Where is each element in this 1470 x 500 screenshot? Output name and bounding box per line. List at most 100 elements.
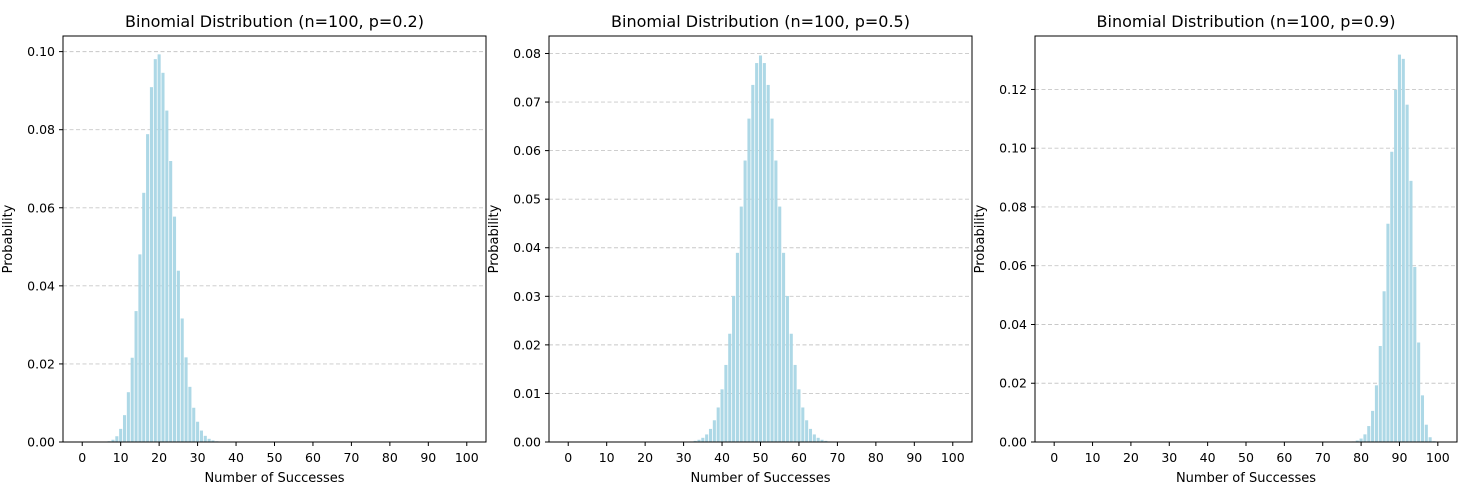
x-axis-label: Number of Successes: [1176, 471, 1316, 486]
y-tick-label: 0.06: [999, 258, 1027, 273]
y-tick-label: 0.03: [513, 289, 541, 304]
x-tick-label: 10: [1085, 450, 1101, 465]
bar-k-34: [697, 439, 701, 442]
chart-title: Binomial Distribution (n=100, p=0.2): [125, 12, 424, 31]
chart-title: Binomial Distribution (n=100, p=0.9): [1097, 12, 1396, 31]
bar-k-43: [732, 295, 736, 442]
bar-k-53: [770, 118, 774, 442]
bar-k-14: [134, 311, 138, 442]
chart-panel-1: 0 10 20 30 40 50 60 70 80 90 100 0.00 0.02 0.04 0.06 0.…: [1, 12, 487, 486]
x-tick-label: 40: [228, 450, 244, 465]
x-tick-label: 100: [1426, 450, 1450, 465]
bar-k-11: [122, 415, 127, 442]
y-tick-label: 0.00: [513, 435, 541, 450]
x-tick-label: 50: [1238, 450, 1254, 465]
bar-k-94: [1413, 266, 1417, 442]
bar-k-35: [701, 437, 705, 442]
y-tick-label: 0.01: [513, 386, 541, 401]
y-tick-label: 0.07: [513, 95, 541, 110]
x-tick-label: 0: [1050, 450, 1058, 465]
y-tick-label: 0.08: [513, 46, 541, 61]
bar-k-51: [762, 63, 766, 442]
bar-k-86: [1382, 291, 1386, 442]
bar-k-83: [1371, 410, 1375, 442]
bar-k-10: [119, 428, 123, 442]
y-axis-label: Probability: [973, 204, 988, 273]
bar-k-16: [142, 192, 146, 442]
y-tick-label: 0.00: [27, 435, 55, 450]
bar-k-27: [184, 357, 188, 442]
bar-k-84: [1374, 385, 1378, 442]
bar-k-12: [126, 392, 130, 442]
chart-panel-3: 0 10 20 30 40 50 60 70 80 90 100 0.00 0.02 0.04 0.06 0.…: [973, 12, 1458, 486]
x-tick-label: 40: [1200, 450, 1216, 465]
x-tick-label: 80: [382, 450, 398, 465]
bar-k-38: [712, 420, 716, 442]
x-tick-label: 10: [599, 450, 615, 465]
bar-k-63: [808, 428, 813, 442]
y-tick-label: 0.06: [27, 200, 55, 215]
y-tick-label: 0.08: [999, 199, 1027, 214]
x-tick-label: 60: [305, 450, 321, 465]
y-tick-label: 0.04: [513, 240, 541, 255]
bar-k-61: [801, 407, 805, 442]
bar-k-58: [789, 333, 793, 442]
x-tick-label: 90: [906, 450, 922, 465]
x-axis-label: Number of Successes: [204, 471, 344, 486]
bar-k-19: [153, 59, 157, 442]
axes-frame: [1034, 35, 1458, 443]
chart-panel-2: 0 10 20 30 40 50 60 70 80 90 100 0.00 0.01 0.02 0.03 0.…: [487, 12, 973, 486]
bar-k-8: [111, 439, 115, 442]
bar-k-80: [1359, 438, 1363, 442]
bar-k-29: [192, 407, 196, 442]
y-tick-label: 0.12: [999, 82, 1027, 97]
x-tick-label: 30: [1161, 450, 1177, 465]
bar-k-92: [1405, 104, 1409, 442]
y-tick-label: 0.04: [999, 317, 1027, 332]
bar-k-60: [797, 389, 801, 442]
bar-k-98: [1428, 437, 1432, 442]
bar-k-26: [180, 318, 184, 442]
bar-k-54: [774, 160, 778, 442]
y-tick-label: 0.10: [27, 44, 55, 59]
bar-k-36: [705, 434, 709, 442]
x-tick-label: 40: [714, 450, 730, 465]
bar-k-32: [203, 435, 207, 442]
x-tick-label: 20: [151, 450, 167, 465]
bar-k-96: [1420, 395, 1425, 442]
chart-title: Binomial Distribution (n=100, p=0.5): [611, 12, 910, 31]
y-tick-label: 0.04: [27, 278, 55, 293]
x-tick-label: 10: [113, 450, 129, 465]
x-tick-label: 30: [190, 450, 206, 465]
x-tick-label: 50: [753, 450, 769, 465]
bar-k-45: [739, 206, 743, 442]
bar-k-56: [782, 252, 786, 442]
bar-k-49: [755, 63, 759, 442]
bar-k-39: [716, 407, 720, 442]
y-tick-label: 0.00: [999, 435, 1027, 450]
bar-k-15: [138, 254, 142, 442]
bar-k-81: [1363, 434, 1367, 442]
bar-k-89: [1394, 89, 1398, 442]
bar-k-31: [199, 430, 203, 442]
bar-k-64: [812, 434, 816, 442]
x-tick-label: 90: [1392, 450, 1408, 465]
bar-k-48: [751, 84, 755, 442]
x-tick-label: 60: [791, 450, 807, 465]
bar-k-95: [1417, 342, 1421, 442]
bar-k-46: [743, 160, 747, 442]
bar-k-33: [693, 440, 697, 442]
bar-k-23: [169, 161, 173, 443]
bar-k-85: [1378, 345, 1382, 442]
y-tick-label: 0.02: [27, 356, 55, 371]
y-tick-label: 0.08: [27, 122, 55, 137]
bar-k-62: [805, 420, 809, 442]
y-tick-label: 0.02: [513, 337, 541, 352]
x-tick-label: 0: [564, 450, 572, 465]
bar-k-55: [778, 206, 782, 442]
bar-k-90: [1397, 54, 1401, 442]
bar-k-30: [196, 421, 200, 442]
y-axis-label: Probability: [1, 204, 16, 273]
bar-k-17: [146, 134, 150, 443]
bar-k-97: [1424, 424, 1428, 442]
